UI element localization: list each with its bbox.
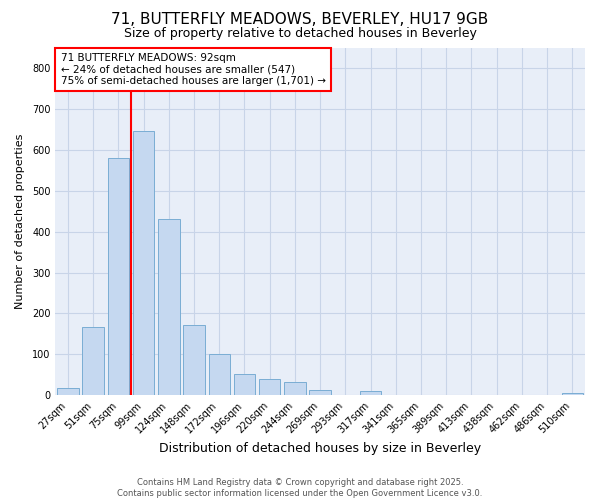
Bar bbox=[184, 325, 205, 396]
Bar bbox=[209, 354, 230, 396]
Y-axis label: Number of detached properties: Number of detached properties bbox=[15, 134, 25, 309]
Bar bbox=[310, 390, 331, 396]
Bar bbox=[82, 326, 104, 396]
Bar bbox=[234, 374, 255, 396]
Bar bbox=[562, 393, 583, 396]
X-axis label: Distribution of detached houses by size in Beverley: Distribution of detached houses by size … bbox=[159, 442, 481, 455]
Bar bbox=[360, 391, 382, 396]
Text: Size of property relative to detached houses in Beverley: Size of property relative to detached ho… bbox=[124, 28, 476, 40]
Text: 71 BUTTERFLY MEADOWS: 92sqm
← 24% of detached houses are smaller (547)
75% of se: 71 BUTTERFLY MEADOWS: 92sqm ← 24% of det… bbox=[61, 52, 326, 86]
Text: Contains HM Land Registry data © Crown copyright and database right 2025.
Contai: Contains HM Land Registry data © Crown c… bbox=[118, 478, 482, 498]
Bar bbox=[259, 379, 280, 396]
Bar bbox=[158, 220, 179, 396]
Bar bbox=[133, 132, 154, 396]
Text: 71, BUTTERFLY MEADOWS, BEVERLEY, HU17 9GB: 71, BUTTERFLY MEADOWS, BEVERLEY, HU17 9G… bbox=[112, 12, 488, 28]
Bar bbox=[57, 388, 79, 396]
Bar bbox=[284, 382, 305, 396]
Bar bbox=[107, 158, 129, 396]
